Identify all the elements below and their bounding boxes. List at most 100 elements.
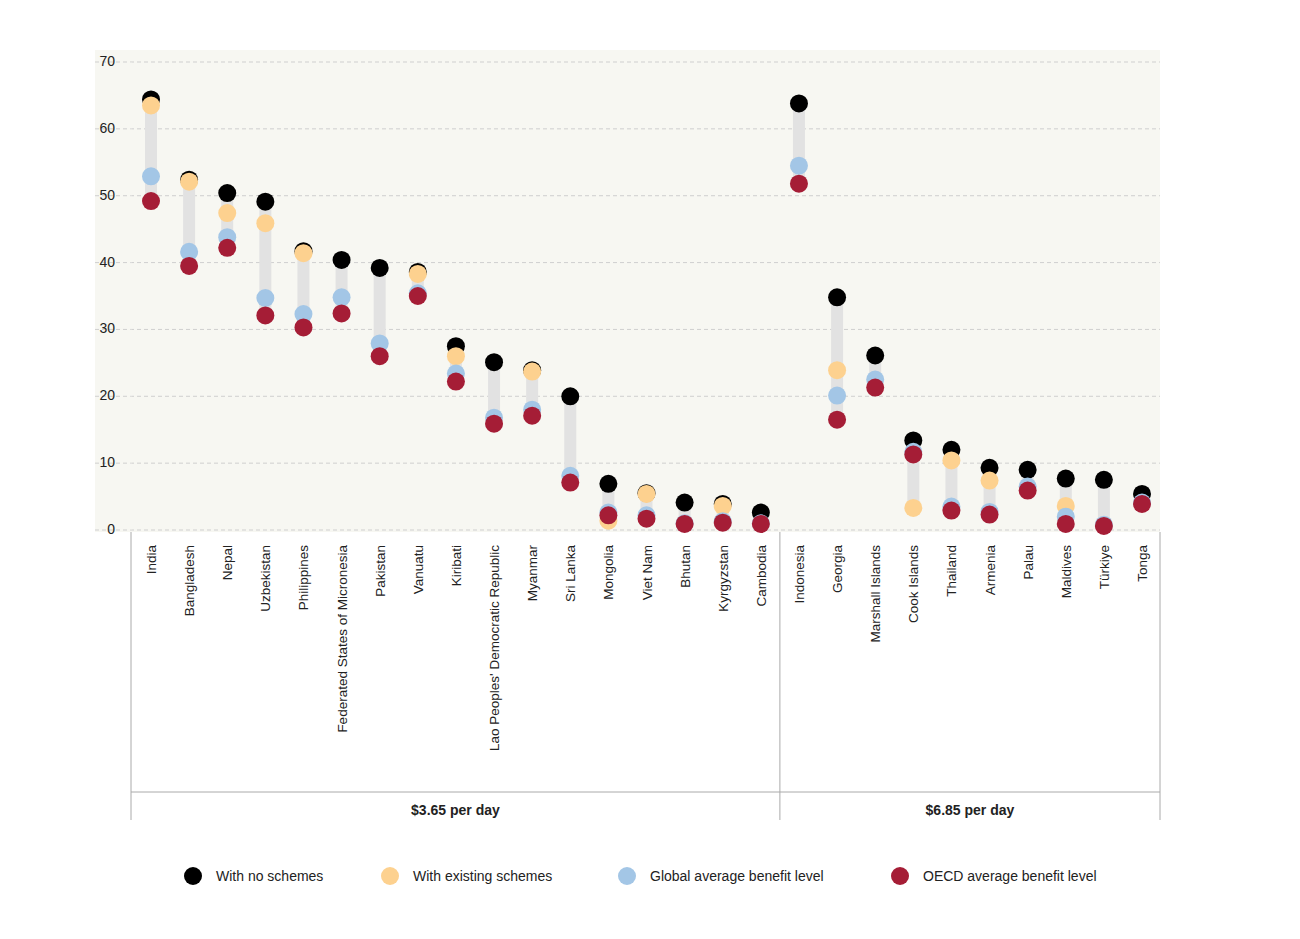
y-tick-label: 70 bbox=[99, 53, 115, 69]
x-tick-label: Marshall Islands bbox=[868, 545, 883, 643]
legend-label: Global average benefit level bbox=[650, 868, 824, 884]
dot bbox=[1057, 470, 1075, 488]
y-tick-label: 0 bbox=[107, 521, 115, 537]
dot bbox=[371, 347, 389, 365]
dot bbox=[676, 514, 694, 532]
dot bbox=[676, 515, 694, 533]
grid-line bbox=[95, 262, 1160, 263]
dot bbox=[142, 96, 160, 114]
dot bbox=[447, 347, 465, 365]
dot bbox=[333, 304, 351, 322]
x-tick-label: Türkiye bbox=[1097, 545, 1112, 589]
grid-line bbox=[95, 463, 1160, 464]
dot bbox=[714, 497, 732, 515]
dot bbox=[409, 287, 427, 305]
grid-line bbox=[95, 195, 1160, 196]
x-tick-label: Tonga bbox=[1135, 545, 1150, 582]
dot bbox=[752, 514, 770, 532]
x-tick-label: Cook Islands bbox=[906, 545, 921, 623]
grid-line bbox=[95, 329, 1160, 330]
dot bbox=[981, 506, 999, 524]
dot bbox=[447, 373, 465, 391]
dot bbox=[638, 510, 656, 528]
group-divider bbox=[779, 532, 780, 820]
y-tick-label: 60 bbox=[99, 120, 115, 136]
legend-marker bbox=[184, 867, 202, 885]
dot bbox=[294, 318, 312, 336]
x-tick-label: Bangladesh bbox=[182, 545, 197, 616]
dot bbox=[142, 192, 160, 210]
x-tick-label: Vanuatu bbox=[411, 545, 426, 594]
dot bbox=[256, 214, 274, 232]
dot bbox=[790, 175, 808, 193]
legend-label: With existing schemes bbox=[413, 868, 552, 884]
dot bbox=[333, 288, 351, 306]
dot bbox=[142, 167, 160, 185]
dot bbox=[981, 472, 999, 490]
dot bbox=[790, 94, 808, 112]
dot bbox=[752, 515, 770, 533]
group-frame bbox=[131, 792, 1160, 793]
x-tick-label: Maldives bbox=[1059, 545, 1074, 599]
x-tick-label: Palau bbox=[1021, 545, 1036, 580]
y-tick-label: 10 bbox=[99, 454, 115, 470]
legend-label: With no schemes bbox=[216, 868, 323, 884]
x-tick-label: Viet Nam bbox=[640, 545, 655, 600]
dot bbox=[561, 474, 579, 492]
y-tick-label: 50 bbox=[99, 187, 115, 203]
dot bbox=[942, 451, 960, 469]
dot bbox=[942, 502, 960, 520]
chart: 010203040506070IndiaBangladeshNepalUzbek… bbox=[0, 0, 1300, 939]
dot bbox=[1019, 482, 1037, 500]
grid-line bbox=[95, 62, 1160, 63]
dot bbox=[1133, 495, 1151, 513]
x-tick-label: Kyrgyzstan bbox=[716, 545, 731, 612]
x-tick-label: Georgia bbox=[830, 545, 845, 594]
group-label: $6.85 per day bbox=[926, 802, 1015, 818]
dot bbox=[1057, 515, 1075, 533]
dot bbox=[218, 204, 236, 222]
y-axis-line bbox=[131, 62, 132, 530]
x-tick-label: Thailand bbox=[944, 545, 959, 597]
dot bbox=[866, 347, 884, 365]
dot bbox=[256, 193, 274, 211]
dot bbox=[218, 239, 236, 257]
x-tick-label: Nepal bbox=[220, 545, 235, 580]
dot bbox=[599, 475, 617, 493]
dot bbox=[333, 251, 351, 269]
dot bbox=[599, 506, 617, 524]
legend-marker bbox=[618, 867, 636, 885]
dot bbox=[485, 353, 503, 371]
dot bbox=[218, 184, 236, 202]
dot bbox=[828, 387, 846, 405]
dot bbox=[294, 244, 312, 262]
group-frame bbox=[131, 532, 132, 820]
dot bbox=[638, 484, 656, 502]
dot bbox=[523, 407, 541, 425]
dot bbox=[1095, 517, 1113, 535]
dot bbox=[371, 259, 389, 277]
x-tick-label: Philippines bbox=[296, 545, 311, 611]
dot bbox=[904, 499, 922, 517]
dot bbox=[523, 363, 541, 381]
dot bbox=[180, 173, 198, 191]
legend-label: OECD average benefit level bbox=[923, 868, 1097, 884]
dot bbox=[866, 379, 884, 397]
x-tick-label: Bhutan bbox=[678, 545, 693, 588]
y-tick-label: 30 bbox=[99, 320, 115, 336]
x-tick-label: Cambodia bbox=[754, 545, 769, 607]
dot bbox=[714, 514, 732, 532]
dot bbox=[409, 265, 427, 283]
dot bbox=[828, 288, 846, 306]
x-tick-label: Federated States of Micronesia bbox=[335, 545, 350, 733]
dot bbox=[828, 361, 846, 379]
x-tick-label: Armenia bbox=[983, 545, 998, 596]
group-frame bbox=[1160, 532, 1161, 820]
dot bbox=[676, 494, 694, 512]
dot bbox=[904, 445, 922, 463]
range-bar bbox=[145, 99, 157, 201]
dot bbox=[256, 306, 274, 324]
y-tick-label: 40 bbox=[99, 254, 115, 270]
dot bbox=[790, 157, 808, 175]
plot-area bbox=[142, 90, 1151, 535]
